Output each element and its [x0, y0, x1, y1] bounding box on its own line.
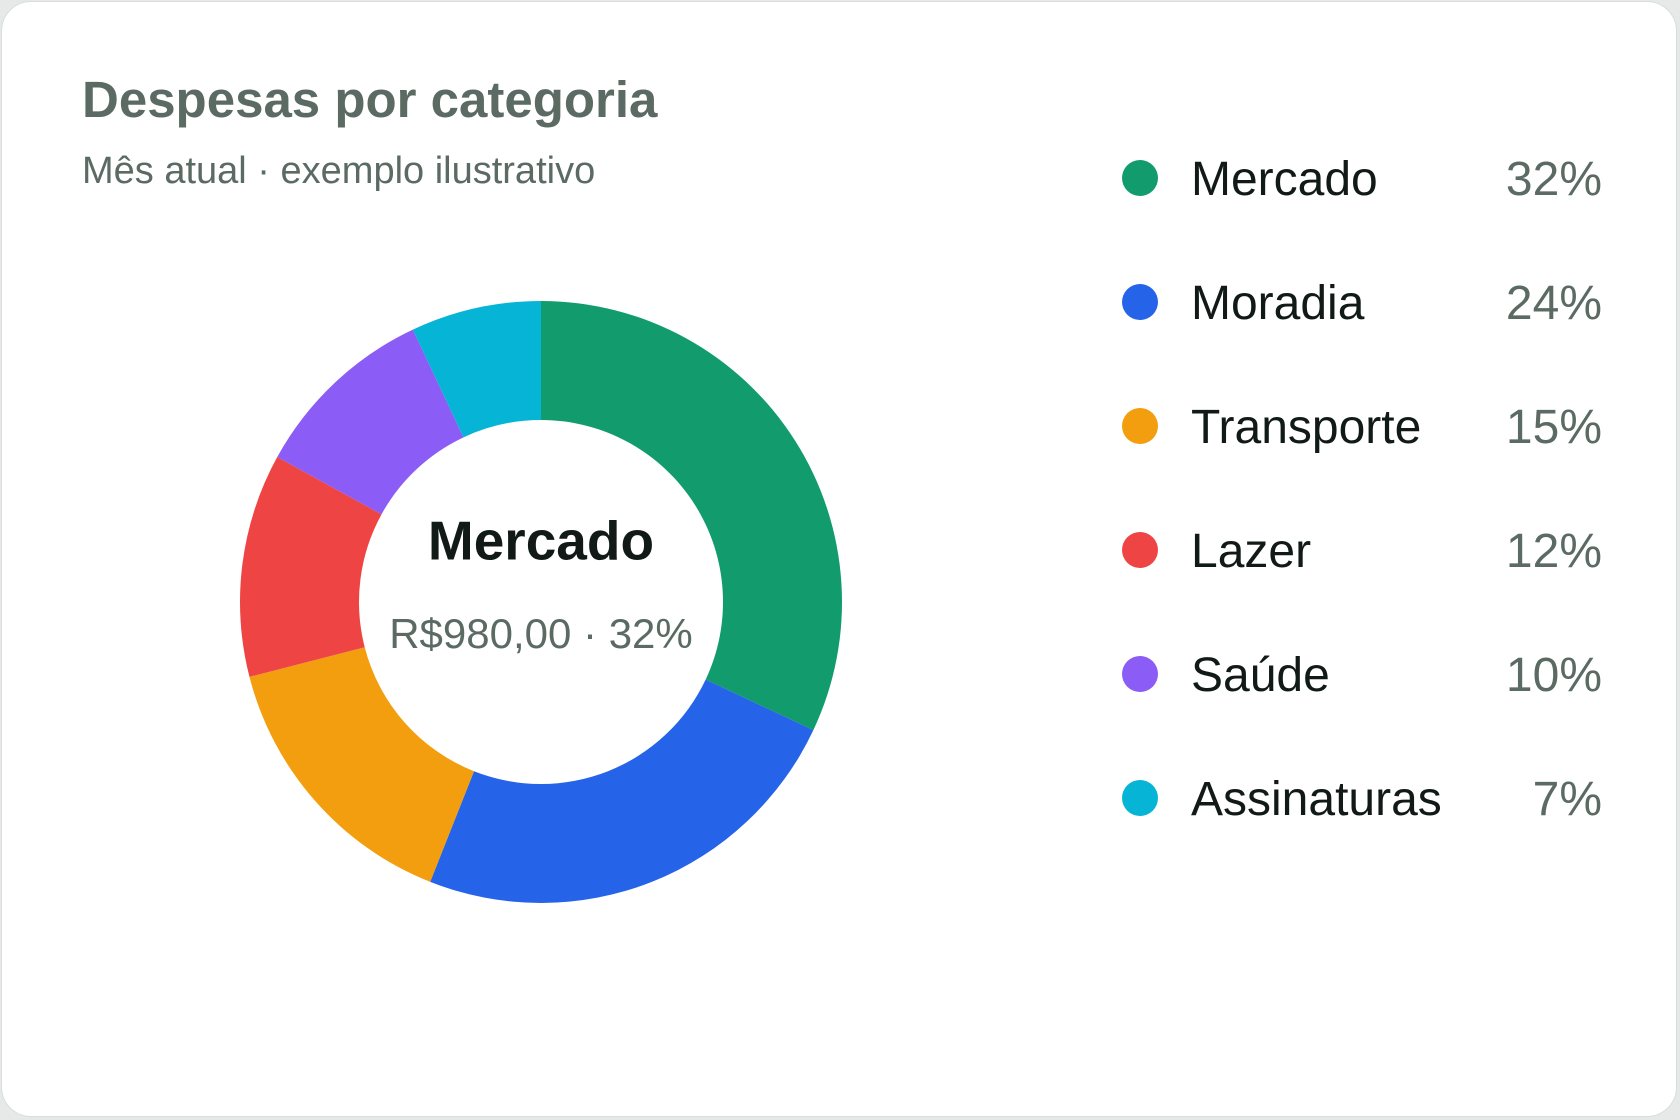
legend-label: Transporte: [1191, 401, 1422, 454]
legend-swatch: [1122, 284, 1158, 320]
legend-label: Assinaturas: [1191, 773, 1442, 826]
donut-slice-mercado[interactable]: [541, 301, 842, 731]
donut-chart: Mercado R$980,00 · 32%: [240, 301, 842, 903]
legend-swatch: [1122, 160, 1158, 196]
legend-item-assinaturas[interactable]: Assinaturas 7%: [1122, 768, 1602, 828]
legend-value: 24%: [1505, 277, 1602, 330]
donut-slice-transporte[interactable]: [249, 647, 475, 882]
donut-center-detail: R$980,00 · 32%: [389, 610, 693, 657]
legend-swatch: [1122, 780, 1158, 816]
legend-label: Moradia: [1191, 277, 1365, 330]
legend-value: 10%: [1505, 649, 1602, 702]
legend-swatch: [1122, 408, 1158, 444]
donut-slice-lazer[interactable]: [240, 456, 382, 677]
donut-slice-assinaturas[interactable]: [412, 301, 541, 438]
legend-swatch: [1122, 532, 1158, 568]
legend-label: Mercado: [1191, 153, 1378, 206]
legend-swatch: [1122, 656, 1158, 692]
donut-slice-saude[interactable]: [277, 329, 464, 515]
chart-subtitle: Mês atual · exemplo ilustrativo: [82, 150, 596, 192]
legend-label: Lazer: [1191, 525, 1312, 578]
chart-title: Despesas por categoria: [82, 71, 658, 128]
legend-value: 12%: [1505, 525, 1602, 578]
legend-item-saude[interactable]: Saúde 10%: [1122, 644, 1602, 704]
legend-item-transporte[interactable]: Transporte 15%: [1122, 396, 1602, 456]
legend-value: 7%: [1532, 773, 1602, 826]
legend-item-mercado[interactable]: Mercado 32%: [1122, 148, 1602, 208]
legend-label: Saúde: [1191, 649, 1330, 702]
legend-value: 32%: [1505, 153, 1602, 206]
legend-item-lazer[interactable]: Lazer 12%: [1122, 520, 1602, 580]
donut-slice-moradia[interactable]: [430, 679, 814, 903]
donut-center-label: Mercado: [428, 510, 654, 572]
legend-item-moradia[interactable]: Moradia 24%: [1122, 272, 1602, 332]
legend-value: 15%: [1505, 401, 1602, 454]
